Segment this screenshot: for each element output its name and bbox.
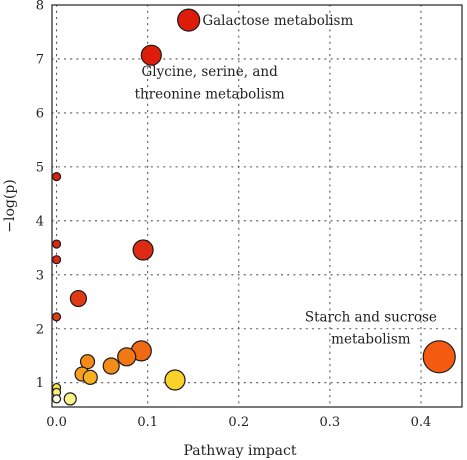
annotation-label: Galactose metabolism [202, 13, 353, 29]
data-point-3 [51, 239, 62, 249]
data-point-11 [79, 354, 96, 370]
data-point-15 [164, 369, 186, 391]
y-axis-label: −log(p) [2, 179, 18, 232]
x-tick-label: 0.3 [320, 415, 341, 430]
grid-lines [51, 4, 463, 408]
x-tick-label: 0.2 [228, 415, 249, 430]
x-tick-label: 0.4 [411, 415, 432, 430]
y-tick-label: 7 [36, 52, 44, 67]
annotation-label: Glycine, serine, and [142, 64, 279, 80]
y-tick-label: 1 [36, 376, 44, 391]
y-tick-label: 8 [36, 0, 44, 14]
x-tick-labels: 0.0 0.1 0.2 0.3 0.4 [46, 415, 431, 430]
x-tick-label: 0.0 [46, 415, 67, 430]
annotation-label: Starch and sucrose [305, 309, 437, 325]
y-tick-label: 4 [36, 214, 44, 229]
y-tick-labels: 1 2 3 4 5 6 7 8 [36, 0, 44, 391]
data-point-4 [51, 255, 62, 265]
plot-frame [51, 4, 463, 408]
data-point-1 [140, 44, 162, 66]
annotations: Galactose metabolism Glycine, serine, and… [135, 13, 437, 347]
y-tick-label: 5 [36, 160, 44, 175]
data-point-5 [132, 239, 154, 261]
data-points [51, 8, 456, 406]
data-point-6 [69, 289, 88, 308]
data-point-12 [102, 357, 120, 375]
x-axis-label: Pathway impact [184, 443, 297, 459]
data-point-7 [51, 312, 62, 322]
data-point-19 [51, 394, 62, 404]
data-point-8 [422, 340, 456, 374]
annotation-label: threonine metabolism [135, 86, 285, 102]
y-tick-label: 2 [36, 322, 44, 337]
data-point-2 [51, 171, 62, 182]
data-point-10 [117, 347, 137, 367]
y-tick-label: 6 [36, 106, 44, 121]
data-point-18 [63, 392, 77, 406]
y-tick-label: 3 [36, 268, 44, 283]
x-tick-label: 0.1 [137, 415, 158, 430]
data-point-14 [82, 369, 98, 385]
data-point-0 [177, 8, 201, 32]
annotation-label: metabolism [331, 331, 411, 347]
